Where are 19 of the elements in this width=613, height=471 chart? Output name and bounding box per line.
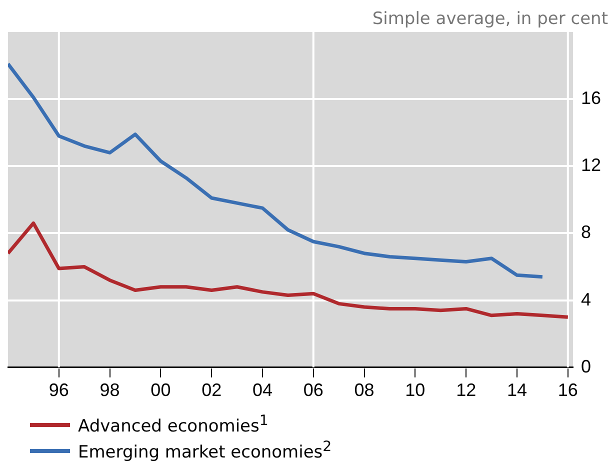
legend-label: Advanced economies$^{1}$ bbox=[78, 413, 268, 437]
x-tick-label: 04 bbox=[252, 380, 273, 400]
x-tick-label: 08 bbox=[354, 380, 374, 400]
y-tick-label: 12 bbox=[580, 155, 602, 176]
y-tick-label: 8 bbox=[580, 222, 591, 242]
y-axis-title: Simple average, in per cent bbox=[372, 8, 608, 29]
x-tick-label: 14 bbox=[506, 380, 528, 400]
x-tick-label: 02 bbox=[202, 380, 222, 400]
x-tick-label: 98 bbox=[100, 380, 120, 400]
y-tick-label: 4 bbox=[580, 289, 591, 310]
legend-label: Emerging market economies$^{2}$ bbox=[78, 439, 332, 463]
x-tick-label: 96 bbox=[48, 380, 69, 400]
x-tick-label: 00 bbox=[150, 380, 171, 400]
x-tick-label: 16 bbox=[558, 380, 578, 400]
y-tick-label: 16 bbox=[580, 88, 602, 108]
x-tick-label: 10 bbox=[405, 380, 426, 400]
y-tick-label: 0 bbox=[580, 356, 591, 376]
x-tick-label: 06 bbox=[303, 380, 324, 400]
x-tick-label: 12 bbox=[456, 380, 476, 400]
